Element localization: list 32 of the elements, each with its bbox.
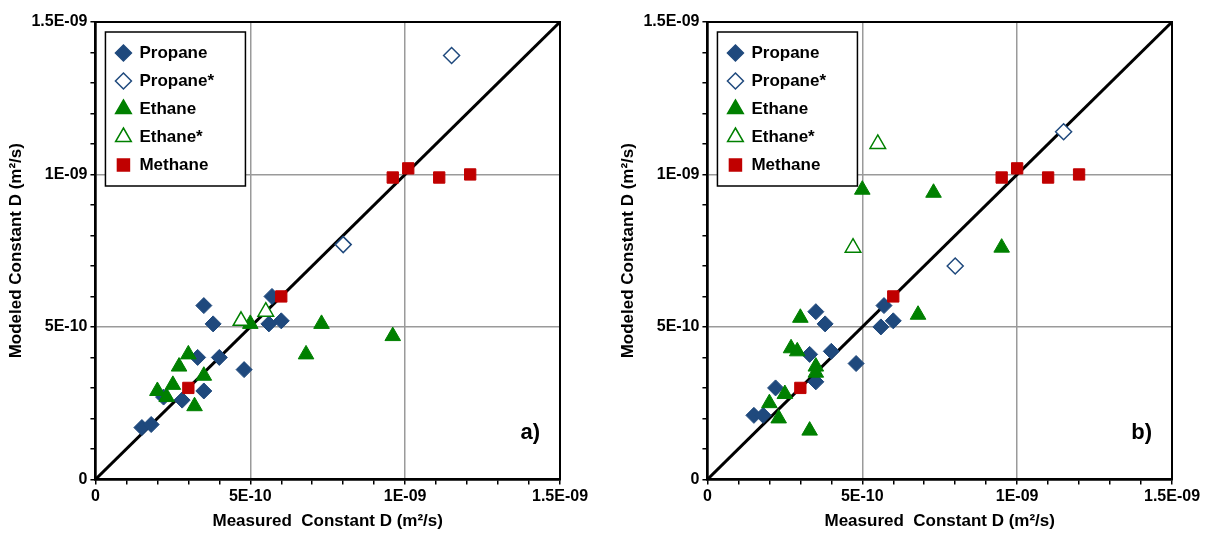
annotation: a)	[520, 419, 540, 445]
legend-label: Ethane*	[139, 126, 204, 146]
x-tick-label: 0	[90, 487, 100, 505]
x-axis-title: Measured Constant D (m²/s)	[212, 511, 443, 531]
x-tick-label: 5E-10	[228, 487, 272, 505]
y-tick-label: 0	[78, 469, 88, 487]
y-axis-title: Modeled Constant D (m²/s)	[617, 143, 637, 359]
legend-label: Propane*	[139, 70, 215, 90]
x-tick-label: 5E-10	[840, 487, 884, 505]
y-tick-label: 1.5E-09	[643, 12, 700, 30]
y-axis-title: Modeled Constant D (m²/s)	[5, 143, 25, 359]
x-tick-label: 0	[702, 487, 712, 505]
x-axis-title: Measured Constant D (m²/s)	[824, 511, 1055, 531]
legend-label: Methane	[139, 154, 209, 174]
legend-label: Propane*	[751, 70, 827, 90]
legend-label: Propane	[751, 42, 820, 62]
y-tick-label: 1.5E-09	[31, 12, 88, 30]
y-tick-label: 0	[690, 469, 700, 487]
legend-label: Propane	[139, 42, 208, 62]
x-tick-label: 1E-09	[995, 487, 1039, 505]
x-tick-label: 1.5E-09	[531, 487, 589, 505]
y-tick-label: 5E-10	[44, 317, 88, 335]
y-tick-label: 1E-09	[656, 164, 700, 182]
annotation: b)	[1131, 419, 1152, 445]
x-tick-label: 1.5E-09	[1143, 487, 1201, 505]
y-tick-label: 5E-10	[656, 317, 700, 335]
legend-label: Ethane*	[751, 126, 816, 146]
x-tick-label: 1E-09	[383, 487, 427, 505]
legend-label: Methane	[751, 154, 821, 174]
legend-label: Ethane	[751, 98, 809, 118]
y-tick-label: 1E-09	[44, 164, 88, 182]
legend-label: Ethane	[139, 98, 197, 118]
